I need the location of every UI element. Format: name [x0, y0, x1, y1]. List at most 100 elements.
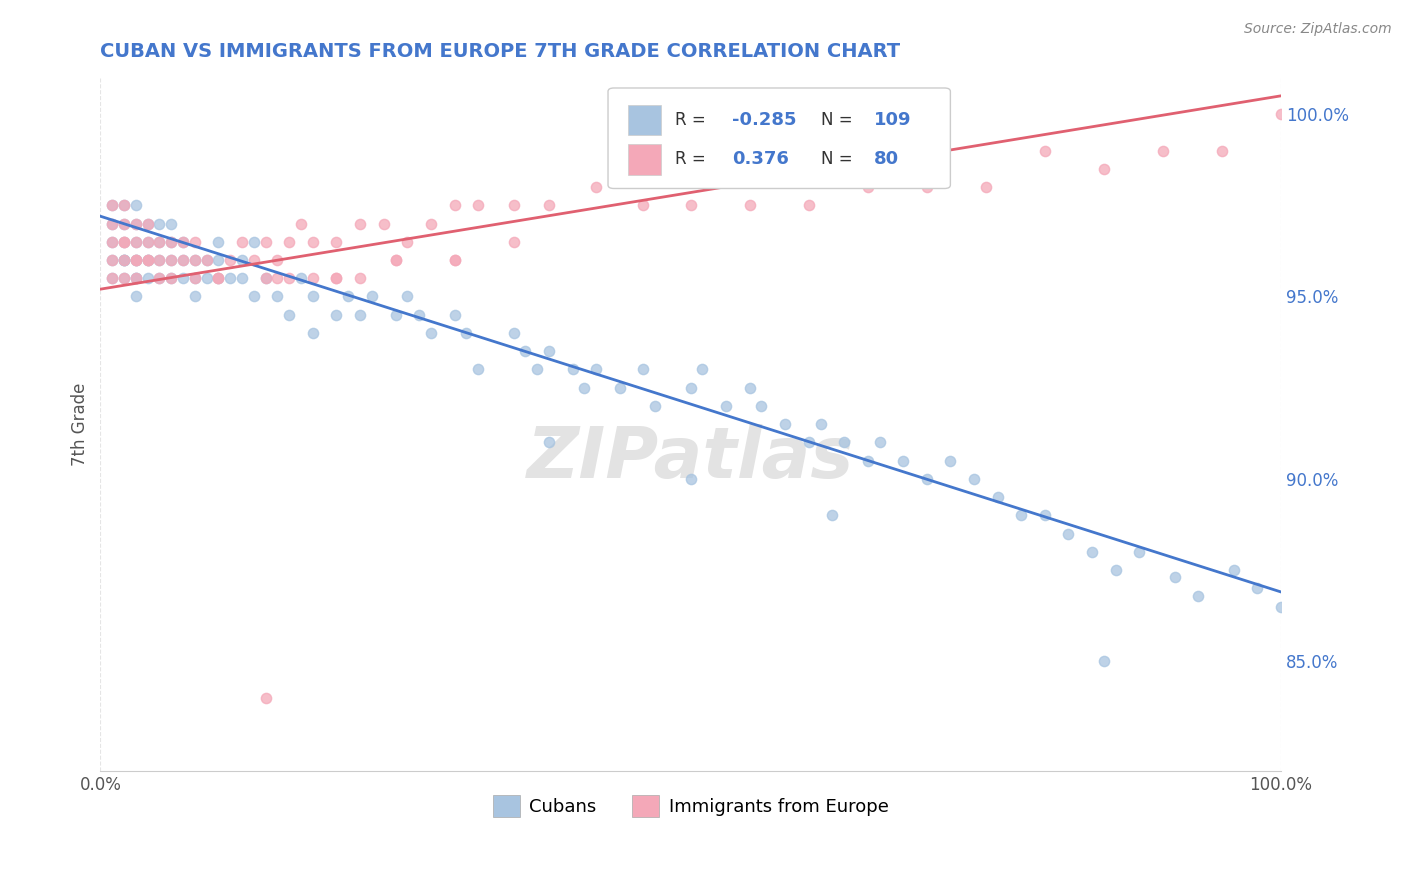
Point	[515, 344, 537, 359]
Point	[207, 271, 229, 285]
Point	[1092, 161, 1115, 176]
Point	[148, 252, 170, 267]
Point	[974, 180, 997, 194]
Point	[148, 252, 170, 267]
Point	[821, 508, 844, 523]
Point	[112, 252, 135, 267]
Point	[915, 180, 938, 194]
Point	[1222, 563, 1244, 577]
Point	[325, 271, 347, 285]
Point	[325, 235, 347, 249]
Point	[797, 198, 820, 212]
Point	[231, 252, 253, 267]
Point	[172, 252, 194, 267]
Point	[112, 271, 135, 285]
Legend: Cubans, Immigrants from Europe: Cubans, Immigrants from Europe	[485, 788, 896, 824]
Point	[112, 252, 135, 267]
Point	[1163, 570, 1185, 584]
Point	[148, 271, 170, 285]
Point	[856, 180, 879, 194]
Text: 0.376: 0.376	[733, 151, 789, 169]
Point	[1033, 508, 1056, 523]
Point	[136, 252, 159, 267]
Point	[148, 235, 170, 249]
Bar	[628, 104, 661, 135]
Point	[373, 217, 395, 231]
Point	[502, 198, 524, 212]
Point	[112, 235, 135, 249]
Point	[101, 217, 124, 231]
Point	[396, 235, 419, 249]
Point	[148, 235, 170, 249]
Point	[195, 271, 218, 285]
Point	[101, 235, 124, 249]
Point	[679, 472, 702, 486]
Point	[679, 381, 702, 395]
Point	[869, 435, 891, 450]
Point	[467, 362, 489, 376]
Point	[125, 289, 148, 303]
Point	[302, 289, 325, 303]
Point	[290, 217, 312, 231]
Point	[1057, 526, 1080, 541]
Point	[537, 344, 560, 359]
Point	[361, 289, 384, 303]
Point	[419, 326, 441, 340]
Point	[1187, 589, 1209, 603]
Point	[290, 271, 312, 285]
Text: N =: N =	[821, 151, 858, 169]
Point	[526, 362, 548, 376]
Point	[714, 399, 737, 413]
Point	[278, 271, 301, 285]
Text: Source: ZipAtlas.com: Source: ZipAtlas.com	[1244, 22, 1392, 37]
Point	[1152, 144, 1174, 158]
Point	[101, 252, 124, 267]
Point	[419, 217, 441, 231]
Point	[1092, 654, 1115, 668]
Point	[160, 271, 183, 285]
Point	[160, 252, 183, 267]
Point	[125, 252, 148, 267]
Point	[125, 252, 148, 267]
Point	[207, 271, 229, 285]
Point	[349, 217, 371, 231]
Point	[136, 271, 159, 285]
Point	[160, 252, 183, 267]
Point	[172, 271, 194, 285]
Point	[125, 198, 148, 212]
Point	[219, 271, 242, 285]
Point	[502, 326, 524, 340]
Point	[384, 252, 406, 267]
Point	[184, 235, 207, 249]
Point	[325, 271, 347, 285]
Point	[633, 362, 655, 376]
Point	[1033, 144, 1056, 158]
Point	[125, 271, 148, 285]
Point	[148, 217, 170, 231]
Point	[1270, 107, 1292, 121]
Point	[832, 435, 855, 450]
Text: R =: R =	[675, 151, 711, 169]
Point	[101, 235, 124, 249]
Point	[254, 235, 277, 249]
Point	[125, 271, 148, 285]
Point	[692, 362, 714, 376]
Point	[349, 271, 371, 285]
Point	[112, 217, 135, 231]
Point	[278, 235, 301, 249]
Point	[136, 217, 159, 231]
Point	[408, 308, 430, 322]
Point	[891, 453, 914, 467]
FancyBboxPatch shape	[607, 88, 950, 188]
Point	[266, 289, 288, 303]
Point	[101, 271, 124, 285]
Text: N =: N =	[821, 111, 858, 128]
Point	[136, 252, 159, 267]
Point	[751, 399, 773, 413]
Point	[266, 271, 288, 285]
Point	[644, 399, 666, 413]
Point	[1211, 144, 1233, 158]
Point	[112, 217, 135, 231]
Point	[172, 235, 194, 249]
Point	[101, 198, 124, 212]
